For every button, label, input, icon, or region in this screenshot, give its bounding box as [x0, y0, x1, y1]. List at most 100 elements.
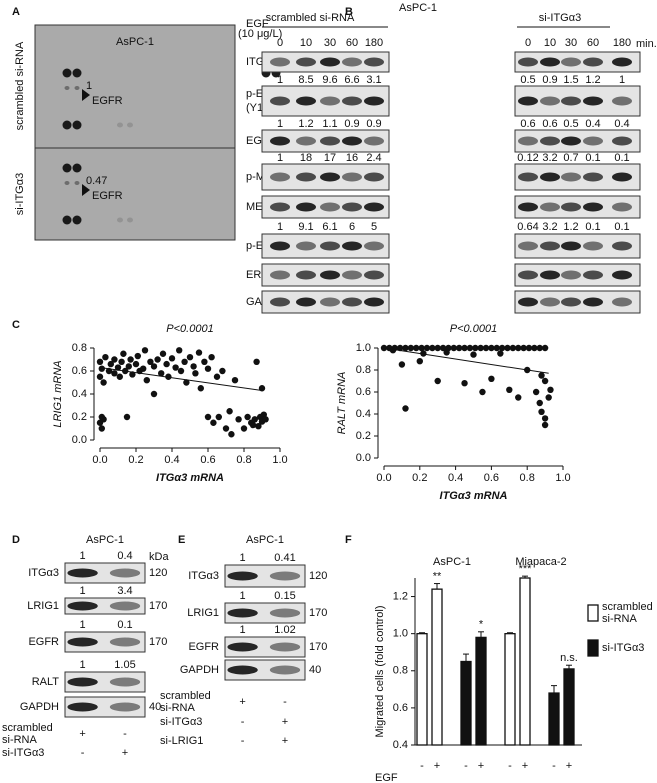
x-tick-label: 0.2	[412, 472, 427, 484]
band	[561, 96, 581, 106]
band	[518, 136, 538, 146]
group-label: Miapaca-2	[515, 556, 566, 568]
band	[364, 172, 384, 182]
quant-value: 9.1	[298, 221, 313, 233]
point	[402, 344, 409, 352]
time-label: 180	[365, 37, 383, 49]
quant-value: 6	[349, 221, 355, 233]
band	[540, 270, 560, 280]
quant-value: 1	[277, 152, 283, 164]
band	[74, 181, 80, 185]
condition-label: si-ITGα3	[160, 716, 203, 728]
quant-value: 1	[240, 624, 246, 636]
quant-value: 5	[371, 221, 377, 233]
x-tick-label: 1.0	[555, 472, 570, 484]
point	[450, 344, 458, 352]
point	[434, 377, 441, 385]
point	[141, 347, 149, 354]
kda-label: 170	[149, 600, 167, 612]
band	[270, 136, 290, 146]
quant-value: 0.4	[117, 550, 132, 562]
x-tick-label: 0.8	[520, 472, 535, 484]
quant-value: 0.12	[517, 152, 538, 164]
point	[118, 358, 125, 365]
point	[177, 367, 185, 375]
y-axis-label: RALT mRNA	[336, 372, 348, 435]
band	[109, 568, 141, 578]
blot	[64, 671, 146, 693]
band	[583, 202, 603, 212]
spot-label: EGFR	[92, 95, 123, 107]
point	[520, 344, 527, 352]
significance: **	[433, 570, 442, 582]
band	[612, 136, 632, 146]
band	[612, 202, 632, 212]
band	[364, 136, 384, 146]
band	[364, 297, 384, 307]
quant-value: 3.2	[542, 221, 557, 233]
point	[472, 344, 479, 352]
x-tick-label: 0.0	[376, 472, 391, 484]
point	[389, 347, 397, 354]
point	[423, 344, 431, 352]
blot	[64, 631, 146, 653]
band	[540, 172, 560, 182]
quant-value: 1	[240, 552, 246, 564]
quant-value: 1.02	[274, 624, 295, 636]
kda-label: 170	[309, 641, 327, 653]
band	[320, 297, 340, 307]
point	[488, 375, 495, 382]
y-axis-label: Migrated cells (fold control)	[374, 605, 386, 737]
spot-label: EGFR	[92, 190, 123, 202]
kda-label: 120	[149, 567, 167, 579]
band	[62, 120, 72, 130]
band	[227, 642, 258, 652]
band	[612, 270, 632, 280]
x-tick-label: 0.4	[164, 454, 179, 466]
point	[98, 425, 106, 432]
egf-sign: -	[552, 760, 556, 772]
quant-value: 0.4	[585, 118, 600, 130]
quant-value: 16	[346, 152, 358, 164]
quant-value: 3.4	[117, 585, 132, 597]
quant-value: 1.5	[563, 74, 578, 86]
blot	[224, 636, 306, 658]
panel-label: D	[12, 534, 20, 546]
point	[466, 344, 474, 352]
point	[493, 344, 500, 352]
condition-sign: -	[241, 735, 245, 747]
quant-value: 1	[80, 585, 86, 597]
point	[228, 431, 235, 438]
condition-sign: -	[283, 696, 287, 708]
band	[269, 642, 301, 652]
quant-value: 1	[277, 118, 283, 130]
band	[518, 57, 538, 67]
condition-sign: +	[239, 696, 245, 708]
band	[72, 68, 82, 78]
bar	[475, 636, 487, 746]
point	[134, 352, 141, 360]
condition-label: si-ITGα3	[2, 747, 45, 759]
band	[320, 96, 340, 106]
band	[72, 120, 82, 130]
legend-swatch	[587, 639, 599, 657]
egf-sign: -	[420, 760, 424, 772]
x-tick-label: 0.6	[484, 472, 499, 484]
quant-value: 0.7	[563, 152, 578, 164]
x-tick-label: 0.4	[448, 472, 463, 484]
blot-label: ITGα3	[188, 570, 219, 582]
blot	[224, 659, 306, 681]
panel-label: C	[12, 319, 20, 331]
condition-sign: -	[123, 728, 127, 740]
legend-label: si-ITGα3	[602, 642, 645, 654]
point	[253, 358, 260, 365]
point	[114, 364, 122, 371]
band	[583, 96, 603, 106]
condition-sign: -	[241, 716, 245, 728]
band	[269, 608, 301, 618]
band	[561, 202, 581, 212]
band	[518, 172, 538, 182]
band	[583, 57, 603, 67]
x-tick-label: 0.6	[200, 454, 215, 466]
band	[561, 172, 581, 182]
